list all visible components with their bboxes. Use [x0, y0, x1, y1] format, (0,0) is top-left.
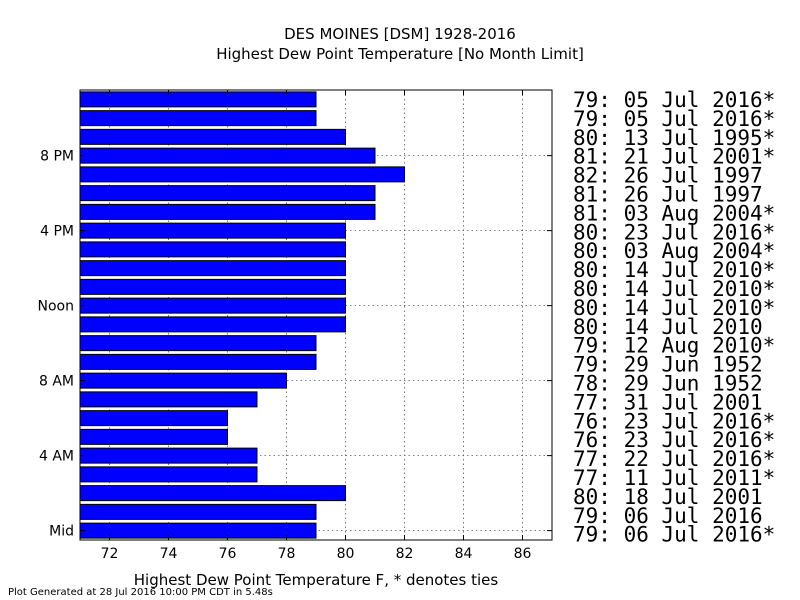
x-axis-label: Highest Dew Point Temperature F, * denot…	[134, 571, 499, 589]
record-label-hour-11: 80: 14 Jul 2010	[573, 315, 763, 339]
record-label-hour-0: 79: 06 Jul 2016*	[573, 523, 775, 547]
bar-hour-11	[79, 316, 346, 333]
chart-title-line1: DES MOINES [DSM] 1928-2016	[284, 25, 516, 43]
record-label-hour-8: 78: 29 Jun 1952	[573, 372, 763, 396]
bar-hour-23	[79, 91, 317, 108]
x-tick-label: 86	[514, 546, 532, 562]
bar-hour-15	[79, 241, 346, 258]
record-label-hour-2: 80: 18 Jul 2001	[573, 485, 763, 509]
plot-area-frame	[79, 89, 553, 541]
bar-hour-7	[79, 391, 258, 408]
bar-hour-5	[79, 428, 228, 445]
record-label-hour-9: 79: 29 Jun 1952	[573, 353, 763, 377]
bar-hour-13	[79, 278, 346, 295]
bar-hour-20	[79, 147, 376, 164]
bar-hour-17	[79, 203, 376, 220]
bar-hour-18	[79, 185, 376, 202]
bar-hour-16	[79, 222, 346, 239]
record-label-hour-12: 80: 14 Jul 2010*	[573, 296, 775, 320]
record-label-hour-1: 79: 06 Jul 2016	[573, 504, 763, 528]
record-label-hour-16: 80: 23 Jul 2016*	[573, 220, 775, 244]
y-tick-label: Noon	[38, 299, 74, 315]
x-tick-label: 82	[396, 546, 414, 562]
x-axis-ticks: 72 74 76 78 80 82 84 86	[101, 90, 532, 562]
bar-hour-0	[79, 522, 317, 539]
record-label-hour-5: 76: 23 Jul 2016*	[573, 428, 775, 452]
bar-hour-12	[79, 297, 346, 314]
bar-hour-21	[79, 128, 346, 145]
y-tick-label: 8 PM	[40, 149, 74, 165]
record-label-hour-10: 79: 12 Aug 2010*	[573, 334, 775, 358]
record-label-hour-13: 80: 14 Jul 2010*	[573, 277, 775, 301]
x-tick-label: 76	[219, 546, 237, 562]
bar-hour-8	[79, 372, 287, 389]
y-axis-ticks: Mid 4 AM 8 AM Noon 4 PM 8 PM	[38, 149, 552, 540]
bar-hour-9	[79, 353, 317, 370]
record-label-hour-15: 80: 03 Aug 2004*	[573, 239, 775, 263]
bar-hour-3	[79, 466, 258, 483]
bar-hour-4	[79, 447, 258, 464]
bar-hour-6	[79, 410, 228, 427]
bar-hour-1	[79, 503, 317, 520]
chart-title-line2: Highest Dew Point Temperature [No Month …	[216, 45, 584, 63]
record-label-hour-3: 77: 11 Jul 2011*	[573, 466, 775, 490]
x-tick-label: 78	[278, 546, 296, 562]
record-label-hour-17: 81: 03 Aug 2004*	[573, 201, 775, 225]
x-tick-label: 80	[337, 546, 355, 562]
x-tick-label: 72	[101, 546, 119, 562]
record-label-hour-4: 77: 22 Jul 2016*	[573, 447, 775, 471]
y-tick-label: 4 PM	[40, 224, 74, 240]
footer-generated-note: Plot Generated at 28 Jul 2016 10:00 PM C…	[8, 587, 273, 598]
record-label-hour-7: 77: 31 Jul 2001	[573, 390, 763, 414]
record-label-hour-6: 76: 23 Jul 2016*	[573, 409, 775, 433]
bar-hour-2	[79, 485, 346, 502]
record-label-hour-18: 81: 26 Jul 1997	[573, 183, 763, 207]
record-label-hour-14: 80: 14 Jul 2010*	[573, 258, 775, 282]
y-tick-label: 4 AM	[39, 449, 74, 465]
bar-hour-10	[79, 335, 317, 352]
bar-hour-19	[79, 166, 405, 183]
record-label-hour-21: 80: 13 Jul 1995*	[573, 126, 775, 150]
y-tick-label: Mid	[49, 524, 74, 540]
record-label-hour-20: 81: 21 Jul 2001*	[573, 145, 775, 169]
x-tick-label: 74	[160, 546, 178, 562]
x-tick-label: 84	[455, 546, 473, 562]
grid-lines	[80, 90, 552, 540]
record-label-hour-22: 79: 05 Jul 2016*	[573, 107, 775, 131]
y-tick-label: 8 AM	[39, 374, 74, 390]
record-label-hour-19: 82: 26 Jul 1997	[573, 164, 763, 188]
bar-hour-22	[79, 110, 317, 127]
record-label-hour-23: 79: 05 Jul 2016*	[573, 88, 775, 112]
bar-hour-14	[79, 260, 346, 277]
bars-group	[79, 91, 405, 539]
